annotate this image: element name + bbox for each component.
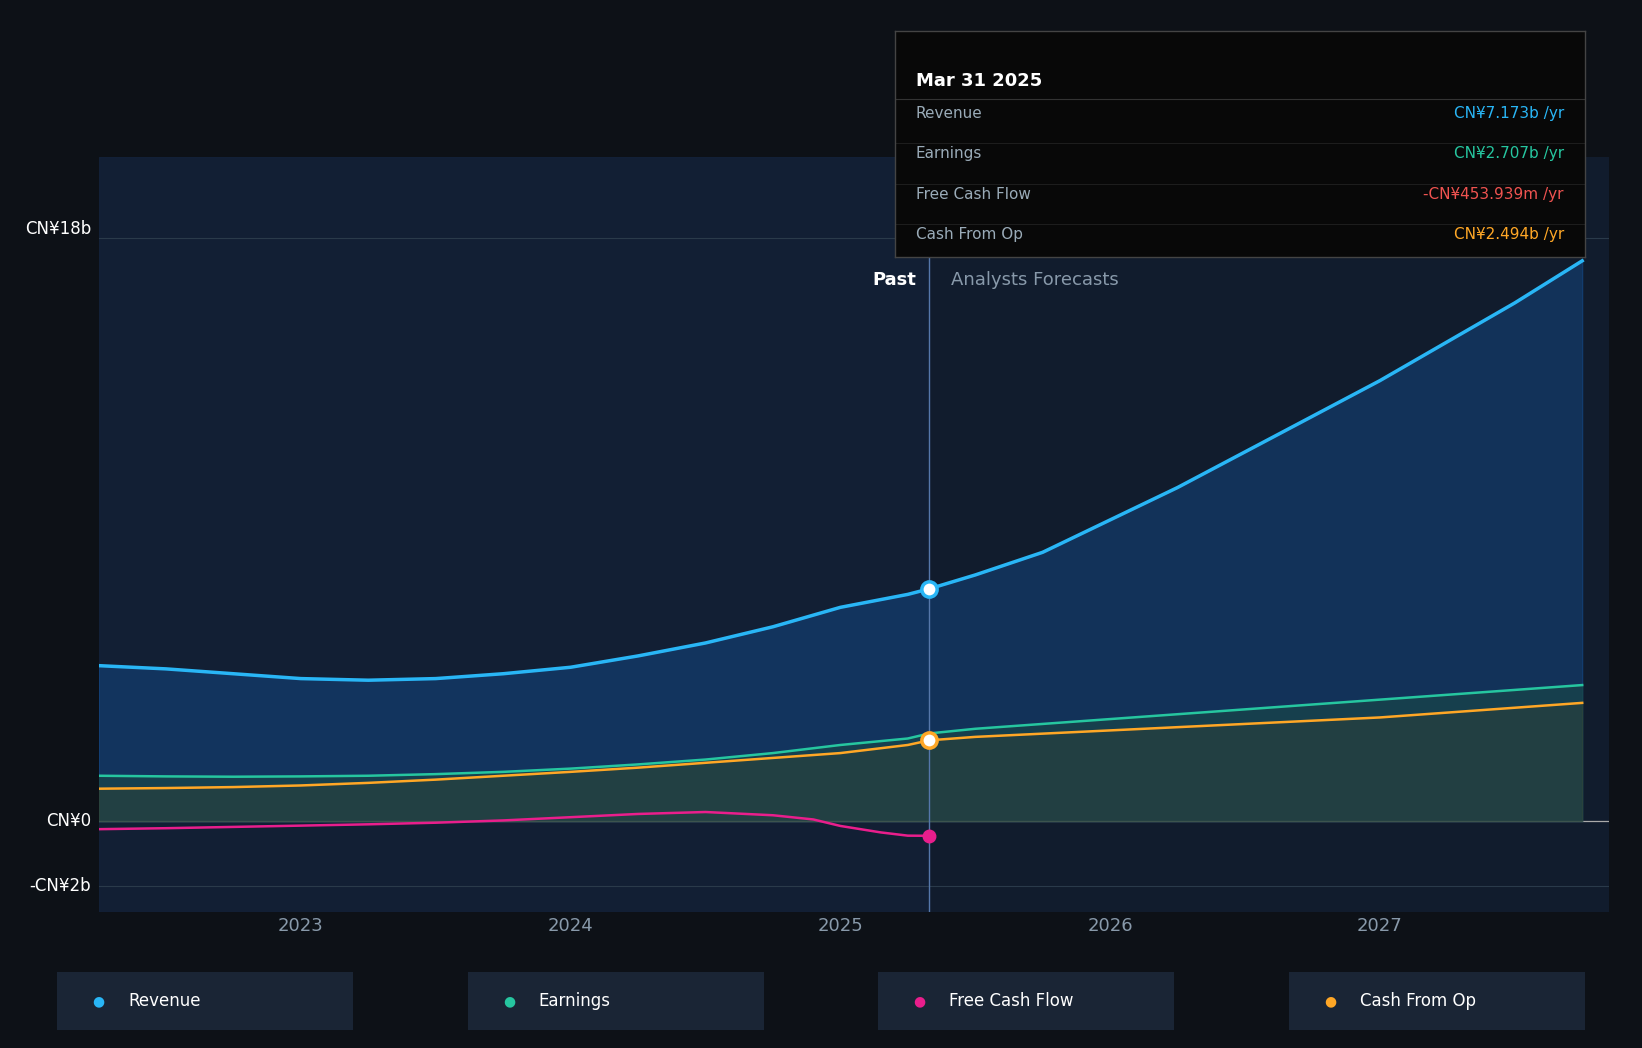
Text: Revenue: Revenue: [128, 991, 200, 1010]
Text: CN¥2.494b /yr: CN¥2.494b /yr: [1453, 227, 1563, 242]
Text: Free Cash Flow: Free Cash Flow: [949, 991, 1074, 1010]
Text: ●: ●: [913, 994, 926, 1008]
Text: -CN¥2b: -CN¥2b: [30, 877, 90, 895]
Text: Analysts Forecasts: Analysts Forecasts: [951, 270, 1118, 288]
Text: Free Cash Flow: Free Cash Flow: [916, 187, 1031, 202]
Text: Mar 31 2025: Mar 31 2025: [916, 72, 1041, 90]
Text: Earnings: Earnings: [539, 991, 611, 1010]
Text: ●: ●: [1323, 994, 1337, 1008]
Text: CN¥0: CN¥0: [46, 812, 90, 830]
Text: Cash From Op: Cash From Op: [916, 227, 1023, 242]
Text: Past: Past: [872, 270, 916, 288]
Bar: [99, 157, 929, 912]
Text: ●: ●: [502, 994, 516, 1008]
Text: Revenue: Revenue: [916, 106, 982, 121]
Text: -CN¥453.939m /yr: -CN¥453.939m /yr: [1424, 187, 1563, 202]
Text: Earnings: Earnings: [916, 147, 982, 161]
Text: CN¥2.707b /yr: CN¥2.707b /yr: [1453, 147, 1563, 161]
Text: CN¥18b: CN¥18b: [25, 220, 90, 238]
Text: ●: ●: [92, 994, 105, 1008]
Text: CN¥7.173b /yr: CN¥7.173b /yr: [1453, 106, 1563, 121]
Text: Cash From Op: Cash From Op: [1360, 991, 1476, 1010]
